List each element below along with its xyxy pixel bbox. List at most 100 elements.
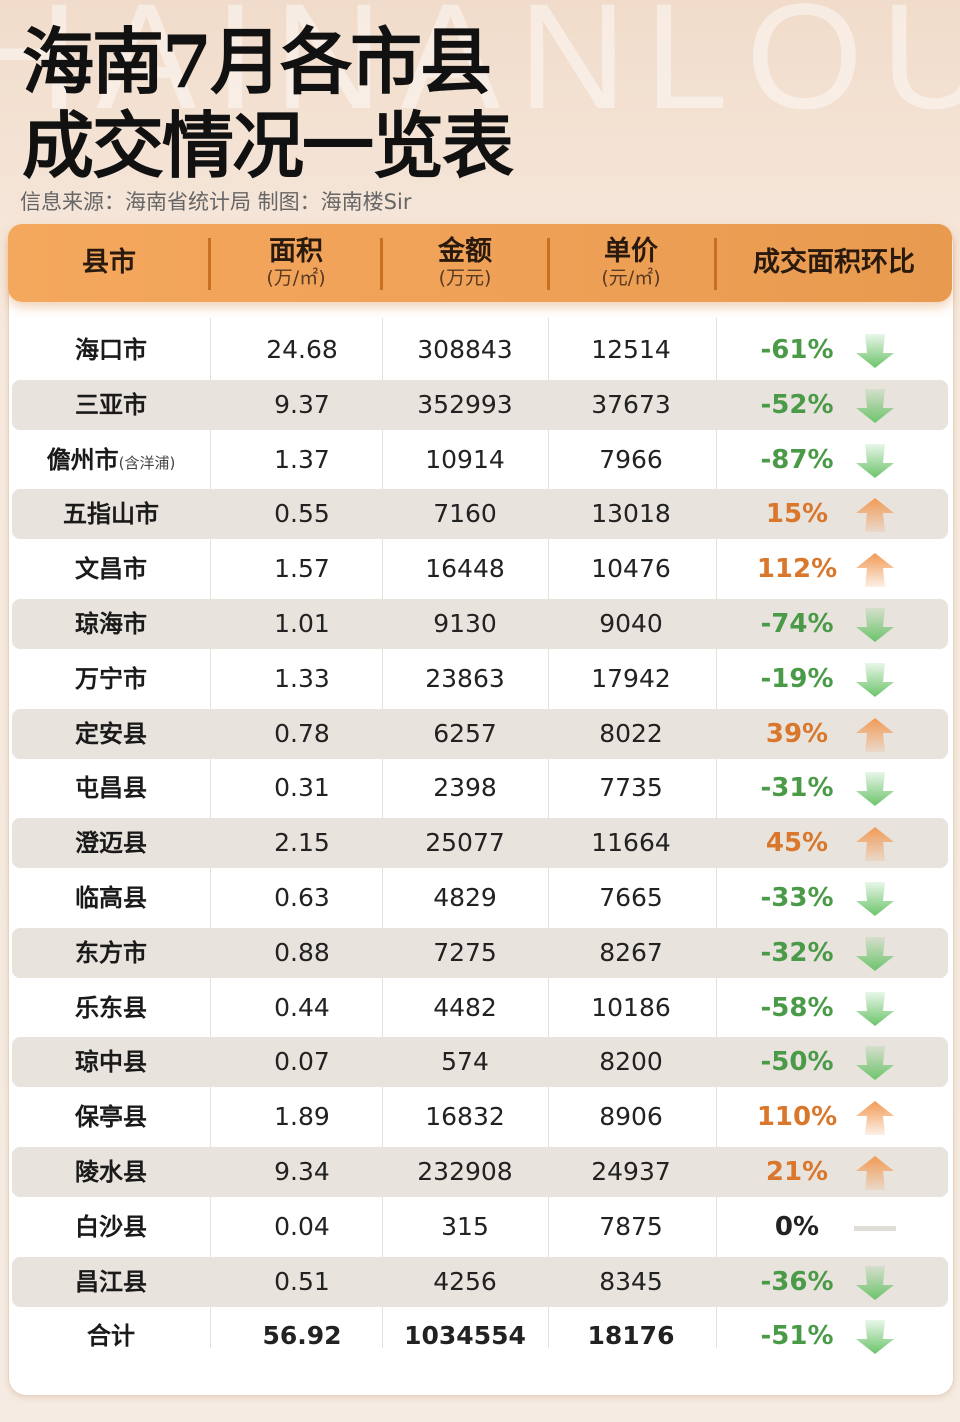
amount-value: 25077 (425, 828, 505, 858)
cell-city: 屯昌县 (12, 763, 210, 813)
change-value: -19% (760, 663, 834, 694)
arrow-up-icon (856, 717, 894, 752)
cell-area: 0.63 (210, 873, 394, 923)
table-row: 白沙县 0.04 315 7875 0% (12, 1202, 948, 1252)
cell-city: 东方市 (12, 928, 210, 978)
arrow-up-icon (856, 553, 894, 588)
amount-value: 1034554 (404, 1321, 526, 1351)
amount-value: 308843 (417, 335, 513, 364)
cell-area: 2.15 (210, 818, 394, 868)
cell-area: 56.92 (210, 1311, 394, 1361)
header-divider (547, 238, 550, 290)
change-value: -74% (760, 609, 834, 639)
cell-city: 白沙县 (12, 1202, 210, 1252)
cell-change: 39% (716, 709, 878, 759)
cell-area: 1.01 (210, 599, 394, 649)
price-value: 8906 (599, 1102, 663, 1132)
header-city: 县市 (8, 224, 210, 302)
price-value: 37673 (591, 389, 671, 419)
city-value: 五指山市 (63, 500, 159, 529)
cell-city: 琼中县 (12, 1037, 210, 1087)
change-value: -61% (760, 335, 834, 365)
city-value: 琼海市 (75, 610, 147, 638)
table-row: 三亚市 9.37 352993 37673 -52% (12, 379, 948, 430)
change-value: -58% (760, 992, 834, 1023)
cell-amount: 16448 (382, 544, 548, 594)
area-value: 1.01 (274, 609, 330, 638)
price-value: 8022 (599, 718, 663, 748)
change-value: -32% (760, 937, 834, 968)
watermark: HAINANLOU98 (0, 0, 960, 140)
price-value: 12514 (591, 335, 671, 364)
cell-city: 万宁市 (12, 654, 210, 704)
cell-change: 15% (716, 489, 878, 539)
cell-area: 0.51 (210, 1257, 394, 1307)
amount-value: 574 (441, 1047, 489, 1077)
table-row: 保亭县 1.89 16832 8906 110% (12, 1092, 948, 1142)
arrow-down-icon (856, 388, 894, 423)
table-row: 文昌市 1.57 16448 10476 112% (12, 544, 948, 594)
cell-price: 37673 (548, 380, 714, 430)
area-value: 56.92 (262, 1321, 342, 1351)
cell-price: 10186 (548, 983, 714, 1033)
cell-price: 9040 (548, 599, 714, 649)
city-value: 保亭县 (75, 1103, 147, 1132)
table-row: 定安县 0.78 6257 8022 39% (12, 708, 948, 759)
cell-city: 乐东县 (12, 983, 210, 1033)
area-value: 1.37 (274, 444, 330, 474)
arrow-down-icon (856, 662, 894, 697)
price-value: 7665 (599, 883, 663, 912)
amount-value: 2398 (433, 773, 497, 803)
amount-value: 4256 (433, 1266, 497, 1296)
table-row: 琼海市 1.01 9130 9040 -74% (12, 599, 948, 649)
arrow-down-icon (856, 443, 894, 478)
change-value: 45% (765, 828, 829, 859)
area-value: 9.37 (274, 389, 330, 419)
header-divider (208, 238, 211, 290)
city-value: 临高县 (75, 884, 147, 912)
cell-amount: 4829 (382, 873, 548, 923)
cell-change: -50% (716, 1037, 878, 1087)
cell-amount: 16832 (382, 1092, 548, 1142)
arrow-down-icon (856, 772, 894, 807)
cell-change: -61% (716, 325, 878, 375)
amount-value: 23863 (425, 663, 505, 693)
arrow-down-icon (856, 1265, 894, 1300)
arrow-down-icon (856, 991, 894, 1026)
cell-area: 0.44 (210, 983, 394, 1033)
arrow-up-icon (856, 827, 894, 862)
flat-dash-icon (854, 1225, 896, 1231)
cell-change: -74% (716, 599, 878, 649)
header-area: 面积 (万/㎡) (210, 224, 382, 302)
change-value: 110% (756, 1102, 838, 1133)
city-value: 文昌市 (75, 555, 147, 584)
header-amount: 金额 (万元) (382, 224, 548, 302)
arrow-up-icon (856, 1156, 894, 1190)
cell-price: 12514 (548, 325, 714, 375)
cell-city: 定安县 (12, 709, 210, 759)
cell-change: -19% (716, 654, 878, 704)
cell-price: 7735 (548, 763, 714, 813)
header-price: 单价 (元/㎡) (548, 224, 714, 302)
area-value: 0.63 (274, 883, 330, 912)
area-value: 0.07 (274, 1047, 330, 1077)
cell-area: 0.04 (210, 1202, 394, 1252)
header-change: 成交面积环比 (716, 224, 952, 302)
cell-city: 合计 (12, 1311, 210, 1361)
cell-city: 陵水县 (12, 1147, 210, 1197)
cell-price: 8200 (548, 1037, 714, 1087)
price-value: 7966 (599, 444, 663, 474)
header-label: 单价 (604, 236, 658, 267)
header-unit: (万/㎡) (266, 267, 326, 289)
amount-value: 9130 (433, 609, 497, 638)
cell-amount: 23863 (382, 654, 548, 704)
area-value: 0.55 (274, 499, 330, 529)
table-row: 昌江县 0.51 4256 8345 -36% (12, 1256, 948, 1307)
cell-change: 112% (716, 544, 878, 594)
price-value: 17942 (591, 663, 671, 693)
cell-city: 临高县 (12, 873, 210, 923)
change-value: -51% (760, 1321, 834, 1352)
change-value: -36% (760, 1266, 834, 1297)
amount-value: 315 (441, 1211, 489, 1241)
cell-amount: 9130 (382, 599, 548, 649)
